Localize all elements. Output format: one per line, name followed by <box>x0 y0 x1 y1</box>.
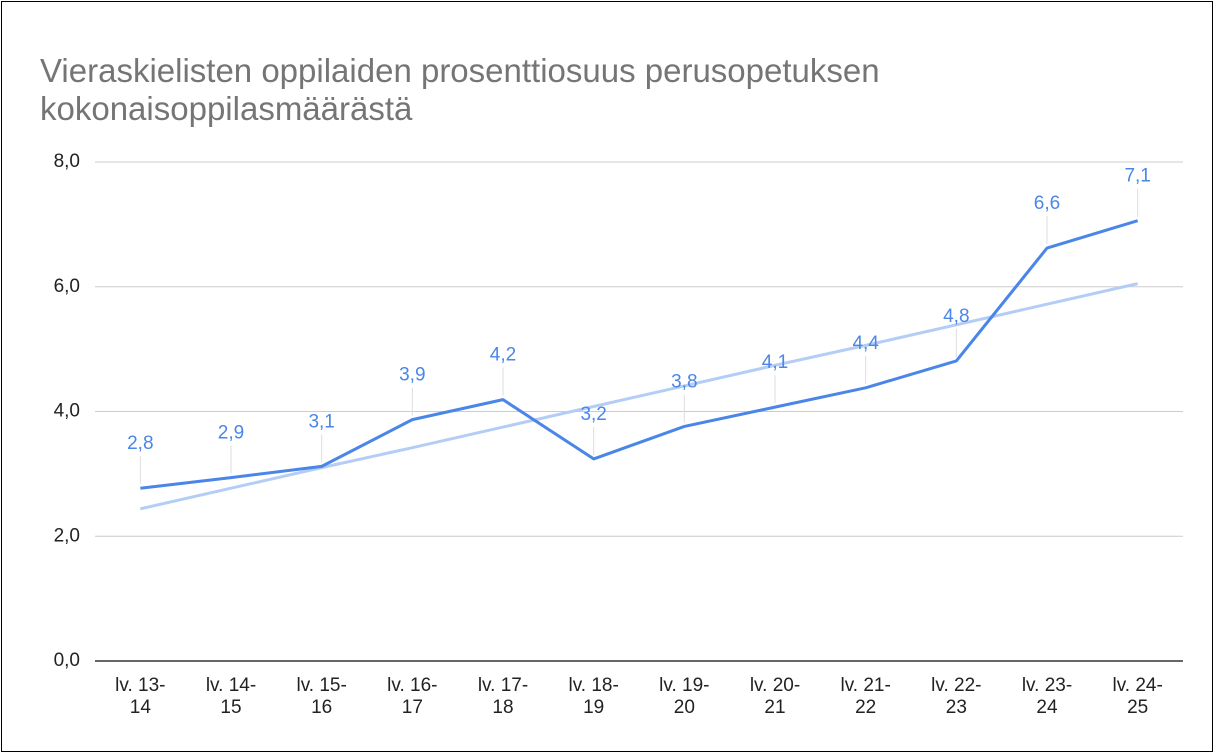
x-tick-label: lv. 21-22 <box>840 675 891 718</box>
x-tick-label: lv. 15-16 <box>296 675 347 718</box>
data-label: 6,6 <box>1034 193 1060 214</box>
data-label: 4,2 <box>490 345 516 366</box>
trendline <box>140 282 1139 511</box>
y-tick-label: 2,0 <box>54 525 80 546</box>
data-label: 3,9 <box>399 365 425 386</box>
y-tick-label: 4,0 <box>54 401 80 422</box>
x-tick-label: lv. 23-24 <box>1021 675 1073 718</box>
y-tick-label: 6,0 <box>54 276 80 297</box>
data-label: 4,1 <box>762 352 788 373</box>
x-tick-label: lv. 24-25 <box>1112 675 1163 718</box>
x-tick-label: lv. 16-17 <box>387 675 438 718</box>
data-label: 3,1 <box>308 411 334 432</box>
x-tick-label: lv. 13-14 <box>115 675 166 718</box>
x-tick-label: lv. 22-23 <box>931 675 982 718</box>
x-tick-label: lv. 17-18 <box>477 675 529 718</box>
data-label: 4,8 <box>943 306 969 327</box>
y-tick-label: 8,0 <box>54 151 80 172</box>
x-tick-label: lv. 18-19 <box>568 675 619 718</box>
data-label: 4,4 <box>852 333 879 354</box>
x-tick-label: lv. 20-21 <box>749 675 801 718</box>
data-label: 2,8 <box>127 433 153 454</box>
x-tick-label: lv. 19-20 <box>659 675 710 718</box>
chart-title: Vieraskielisten oppilaiden prosenttiosuu… <box>40 52 880 127</box>
x-tick-label: lv. 14-15 <box>205 675 257 718</box>
data-label: 2,9 <box>218 423 244 444</box>
y-tick-label: 0,0 <box>54 650 80 671</box>
data-label: 3,8 <box>671 371 697 392</box>
data-label: 3,2 <box>580 404 606 425</box>
line-series <box>140 219 1139 490</box>
data-label: 7,1 <box>1124 166 1150 187</box>
